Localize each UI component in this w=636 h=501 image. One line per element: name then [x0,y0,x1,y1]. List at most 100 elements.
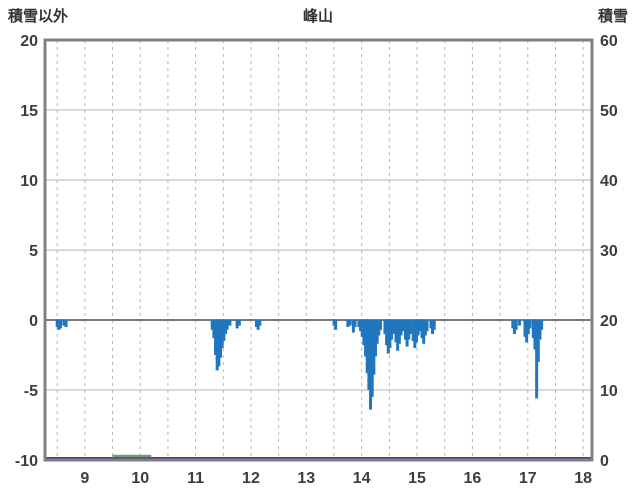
bar-積雪以外 [220,320,224,348]
left-tick-label: 15 [20,103,38,120]
bar-積雪以外 [370,320,374,397]
bar-積雪以外 [414,320,418,343]
bar-積雪以外 [431,320,435,334]
bar-積雪以外 [422,320,426,344]
bar-積雪以外 [394,320,398,343]
plot-frame [43,38,594,462]
chart-title: 峰山 [302,8,333,25]
bar-積雪以外 [528,320,532,329]
bar-積雪以外 [429,320,433,329]
bar-積雪以外 [377,320,381,336]
bar-積雪以外 [397,320,401,344]
bar-積雪以外 [526,320,530,334]
bar-積雪以外 [408,320,412,334]
bar-積雪以外 [258,320,262,326]
x-tick-label: 15 [408,470,426,487]
x-tick-label: 14 [353,470,371,487]
bar-積雪以外 [531,320,535,339]
x-tick-label: 17 [519,470,537,487]
bar-積雪以外 [348,320,352,326]
bar-積雪以外 [254,320,258,327]
bar-積雪以外 [57,320,61,330]
bar-積雪以外 [214,320,218,355]
bar-積雪以外 [334,320,338,330]
bar-積雪以外 [383,320,387,334]
left-tick-label: -10 [15,453,38,470]
x-tick-label: 16 [464,470,482,487]
bar-積雪以外 [540,320,544,330]
bar-積雪以外 [511,320,515,329]
bar-積雪以外 [405,320,409,347]
bar-積雪以外 [256,320,260,330]
bar-積雪以外 [215,320,219,371]
bar-積雪以外 [420,320,424,339]
bar-積雪以外 [237,320,241,326]
x-tick-label: 12 [242,470,260,487]
bar-積雪以外 [228,320,232,326]
bar-積雪以外 [364,320,368,357]
bar-積雪以外 [374,320,378,357]
bar-積雪以外 [399,320,403,336]
bar-積雪以外 [64,320,68,327]
bar-積雪以外 [407,320,411,340]
bar-積雪以外 [217,320,221,367]
bar-積雪以外 [359,320,363,332]
left-axis-title: 積雪以外 [8,8,69,25]
bar-積雪以外 [425,320,429,332]
bar-積雪以外 [386,320,390,354]
bar-積雪以外 [62,320,66,326]
bar-積雪以外 [372,320,376,375]
left-tick-label: 0 [29,313,38,330]
bar-積雪以外 [375,320,379,344]
right-tick-label: 30 [600,243,618,260]
right-tick-label: 60 [600,33,618,50]
bar-積雪以外 [416,320,420,336]
right-tick-label: 10 [600,383,618,400]
left-tick-label: 5 [29,243,38,260]
bar-積雪以外 [219,320,223,358]
bar-積雪以外 [432,320,436,330]
bar-積雪以外 [523,320,527,337]
left-tick-label: 10 [20,173,38,190]
bar-積雪以外 [362,320,366,346]
bar-積雪以外 [223,320,227,334]
x-tick-label: 18 [574,470,592,487]
bar-積雪以外 [346,320,350,327]
right-tick-label: 0 [600,453,609,470]
bar-積雪以外 [411,320,415,341]
bar-積雪以外 [385,320,389,346]
bar-積雪以外 [353,320,357,327]
right-axis-title: 積雪 [597,8,628,25]
bar-積雪以外 [212,320,216,339]
bar-積雪以外 [512,320,516,334]
bar-積雪以外 [59,320,63,329]
bar-積雪以外 [396,320,400,351]
bar-積雪以外 [514,320,518,330]
right-tick-label: 40 [600,173,618,190]
bar-積雪以外 [210,320,214,330]
bar-積雪以外 [225,320,229,330]
left-tick-label: 20 [20,33,38,50]
bar-積雪以外 [357,320,361,327]
bar-積雪以外 [413,320,417,348]
x-tick-label: 13 [297,470,315,487]
bar-積雪以外 [423,320,427,336]
bar-積雪以外 [55,320,59,327]
bar-積雪以外 [536,320,540,362]
bar-積雪以外 [535,320,539,399]
bar-積雪以外 [388,320,392,348]
bar-積雪以外 [391,320,395,334]
bar-積雪以外 [235,320,239,329]
bar-積雪以外 [390,320,394,340]
bar-積雪以外 [222,320,226,341]
x-tick-label: 10 [131,470,149,487]
x-tick-label: 11 [187,470,204,487]
bar-積雪以外 [533,320,537,350]
bar-積雪以外 [365,320,369,374]
bar-積雪以外 [418,320,422,332]
bar-積雪以外 [538,320,542,340]
x-tick-label: 9 [80,470,89,487]
right-tick-label: 50 [600,103,618,120]
